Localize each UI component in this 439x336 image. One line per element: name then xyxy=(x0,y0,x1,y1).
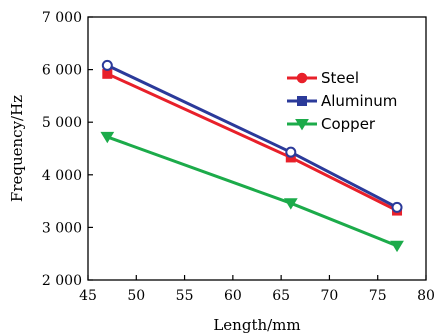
legend-marker-steel xyxy=(296,72,308,84)
series-line-copper xyxy=(106,135,398,248)
data-point-copper xyxy=(283,198,298,210)
x-axis: 45 50 55 60 65 70 75 80 xyxy=(79,275,435,304)
x-tick-label: 65 xyxy=(272,288,290,304)
x-tick-label: 70 xyxy=(321,288,339,304)
x-tick-label: 50 xyxy=(127,288,145,304)
y-axis: 2 000 3 000 4 000 5 000 6 000 7 000 xyxy=(42,10,93,289)
y-tick-label: 7 000 xyxy=(42,10,82,26)
x-tick-label: 80 xyxy=(417,288,435,304)
data-point-aluminum xyxy=(101,59,113,71)
data-point-aluminum xyxy=(391,201,403,213)
x-tick-label: 60 xyxy=(224,288,242,304)
data-point-copper xyxy=(100,131,115,144)
legend-label-copper: Copper xyxy=(321,115,376,133)
legend-entry-steel: Steel xyxy=(287,69,359,87)
plot-border xyxy=(87,16,427,281)
data-point-aluminum xyxy=(285,146,297,158)
y-tick-label: 3 000 xyxy=(42,220,82,236)
y-tick-label: 6 000 xyxy=(42,63,82,79)
x-tick-label: 75 xyxy=(369,288,387,304)
x-tick-label: 45 xyxy=(79,288,97,304)
legend-label-steel: Steel xyxy=(321,69,359,87)
y-tick-label: 2 000 xyxy=(42,273,82,289)
legend-label-aluminum: Aluminum xyxy=(321,92,397,110)
x-axis-title: Length/mm xyxy=(213,316,300,334)
legend-marker-copper xyxy=(295,119,309,131)
legend: Steel Aluminum Copper xyxy=(287,69,397,133)
series-copper xyxy=(100,131,404,253)
legend-entry-aluminum: Aluminum xyxy=(287,92,397,110)
legend-marker-aluminum xyxy=(297,96,307,106)
y-axis-title: Frequency/Hz xyxy=(8,95,26,202)
series-aluminum xyxy=(101,59,403,213)
y-tick-label: 5 000 xyxy=(42,115,82,131)
series-layer xyxy=(100,59,404,253)
legend-entry-copper: Copper xyxy=(287,115,376,133)
plot-frame xyxy=(87,16,427,281)
data-point-copper xyxy=(390,240,404,253)
y-tick-label: 4 000 xyxy=(42,168,82,184)
x-tick-label: 55 xyxy=(176,288,194,304)
